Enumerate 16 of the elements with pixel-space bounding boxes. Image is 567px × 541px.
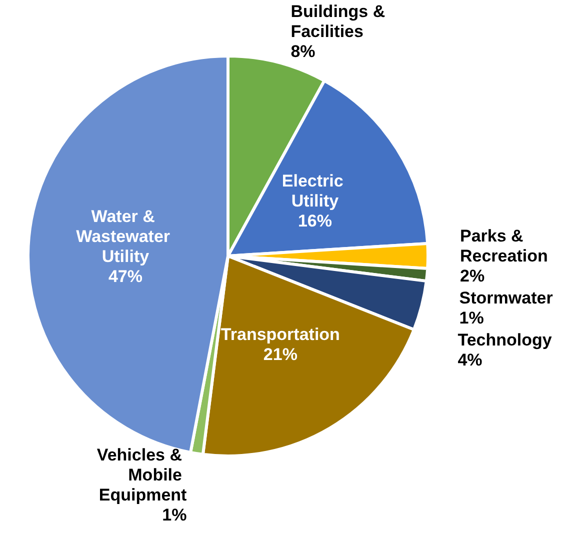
data-label: 2% (460, 266, 485, 286)
data-label: 1% (162, 506, 187, 525)
slice-label: Vehicles & Mobile Equipment (96, 446, 188, 505)
data-label: 4% (458, 350, 482, 370)
slice-label: Parks & Recreation (460, 226, 548, 266)
slice-label: Buildings & Facilities (290, 2, 390, 41)
slice-label: Electric Utility (282, 171, 348, 210)
data-label: 8% (290, 42, 316, 61)
data-label: 16% (298, 211, 332, 230)
slice-label: Water & Wastewater Utility (76, 206, 175, 266)
slice-label: Transportation (220, 325, 340, 344)
data-label: 21% (263, 345, 298, 364)
slice-label: Stormwater (459, 288, 554, 308)
data-label: 47% (108, 266, 142, 286)
slice-label: Technology (458, 330, 552, 350)
data-label: 1% (459, 308, 484, 328)
